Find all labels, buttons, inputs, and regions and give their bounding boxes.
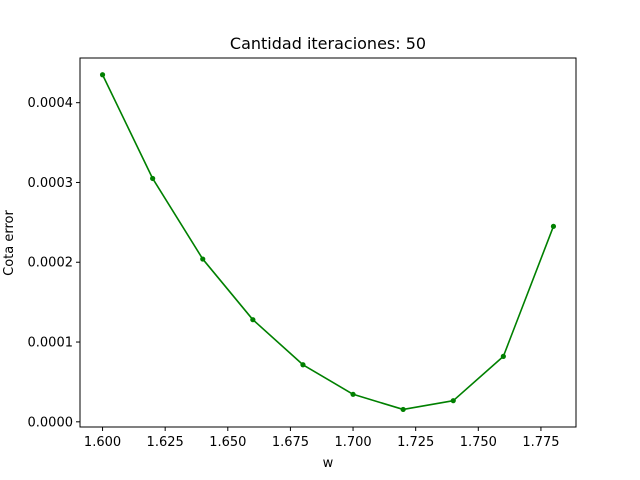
x-tick-label: 1.775 <box>522 435 559 450</box>
data-point <box>550 223 557 229</box>
data-point <box>150 175 156 182</box>
x-tick-label: 1.600 <box>84 435 121 450</box>
data-point <box>350 391 356 397</box>
data-point <box>300 362 306 368</box>
series-layer <box>99 72 557 413</box>
chart-title: Cantidad iteraciones: 50 <box>230 34 426 53</box>
data-point <box>200 256 206 262</box>
plot-frame <box>79 57 577 428</box>
y-tick-label: 0.0004 <box>28 96 74 111</box>
x-tick-label: 1.725 <box>397 435 434 450</box>
y-axis-ticks: 0.0000 0.0001 0.0002 0.0003 0.0004 <box>28 96 80 430</box>
y-tick-label: 0.0002 <box>28 256 74 271</box>
data-point <box>99 72 106 78</box>
data-point <box>450 398 456 404</box>
x-tick-label: 1.675 <box>272 435 309 450</box>
data-point <box>250 317 256 323</box>
x-tick-label: 1.750 <box>460 435 497 450</box>
data-point <box>500 353 506 359</box>
y-tick-label: 0.0000 <box>28 415 74 430</box>
series-line <box>101 74 555 411</box>
x-axis-label: w <box>323 456 334 471</box>
y-tick-label: 0.0001 <box>28 336 74 351</box>
data-point <box>400 406 406 413</box>
x-tick-label: 1.650 <box>209 435 246 450</box>
x-tick-label: 1.700 <box>334 435 371 450</box>
y-tick-label: 0.0003 <box>28 176 74 191</box>
y-axis-label: Cota error <box>2 209 17 275</box>
x-tick-label: 1.625 <box>147 435 184 450</box>
x-axis-ticks: 1.600 1.625 1.650 1.675 1.700 1.725 1.750 1.775 <box>84 427 560 450</box>
